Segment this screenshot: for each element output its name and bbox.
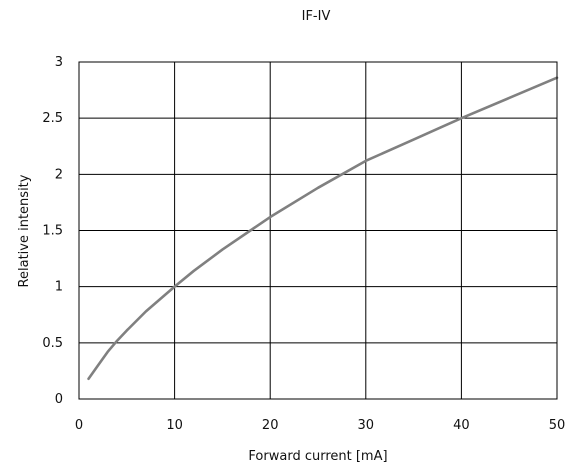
- plot-frame: [78, 61, 558, 400]
- y-tick-label-3: 1.5: [42, 224, 63, 239]
- chart-title: IF-IV: [302, 9, 331, 24]
- x-tick-label-3: 30: [358, 418, 375, 433]
- y-tick-label-6: 3: [55, 55, 63, 70]
- y-axis-label: Relative intensity: [17, 174, 32, 287]
- grid-layer: [78, 61, 558, 400]
- y-tick-label-1: 0.5: [42, 336, 63, 351]
- x-axis-label: Forward current [mA]: [248, 449, 387, 464]
- y-tick-label-0: 0: [55, 392, 63, 407]
- y-tick-label-5: 2.5: [42, 111, 63, 126]
- series-layer: [87, 76, 559, 381]
- x-tick-label-0: 0: [75, 418, 83, 433]
- axis-layer: 0 10 20 30 40 50 0 0.5 1 1.5 2 2.5 3: [42, 55, 565, 433]
- x-tick-label-4: 40: [453, 418, 470, 433]
- series-line: [87, 76, 559, 381]
- x-tick-label-5: 50: [549, 418, 566, 433]
- y-tick-label-4: 2: [55, 167, 63, 182]
- x-tick-label-2: 20: [262, 418, 279, 433]
- y-tick-label-2: 1: [55, 280, 63, 295]
- x-tick-label-1: 10: [166, 418, 183, 433]
